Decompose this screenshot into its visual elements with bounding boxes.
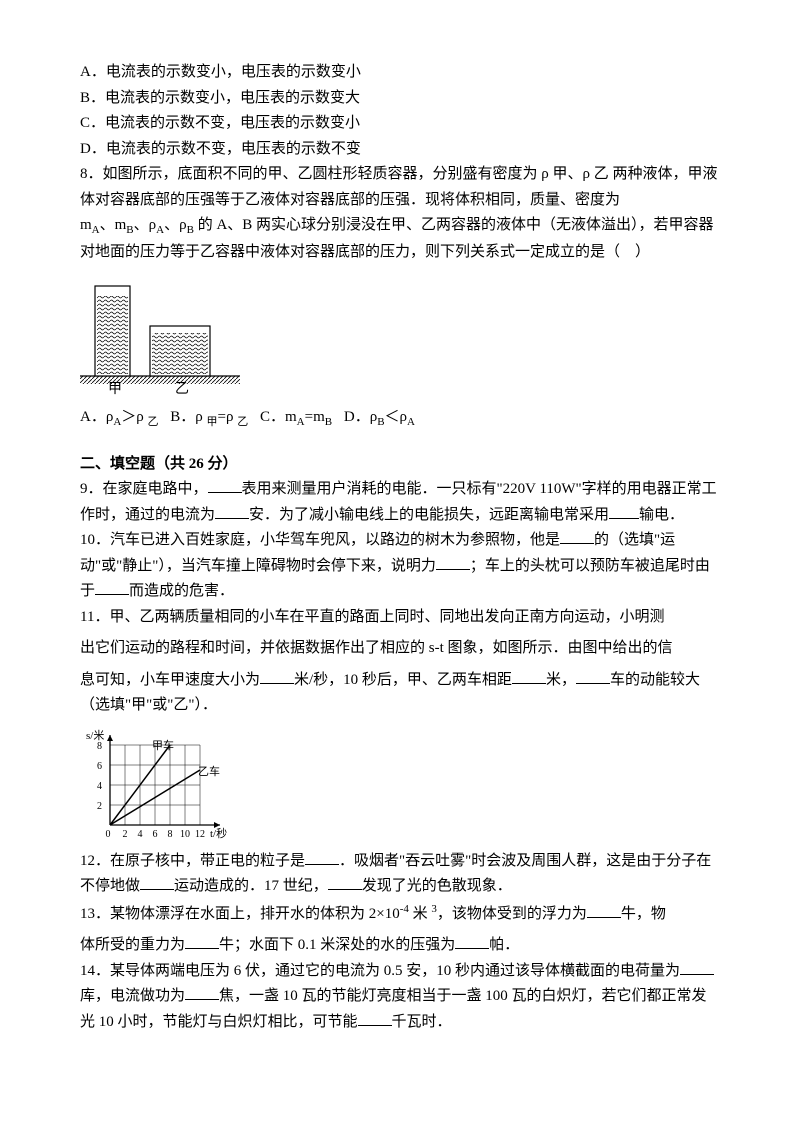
q8-opt-d: D．ρB＜ρA <box>344 405 415 432</box>
q7-option-b: B．电流表的示数变小，电压表的示数变大 <box>80 86 720 112</box>
section-2-title: 二、填空题（共 26 分） <box>80 452 720 478</box>
q8-sub-b: B <box>126 224 133 236</box>
q11-p3: 息可知，小车甲速度大小为米/秒，10 秒后，甲、乙两车相距米，车的动能较大（选填… <box>80 668 720 719</box>
q14-blank-3[interactable] <box>358 1010 392 1026</box>
x-axis-label: t/秒 <box>210 826 227 840</box>
q11-p1: 11．甲、乙两辆质量相同的小车在平直的路面上同时、同地出发向正南方向运动，小明测 <box>80 605 720 631</box>
q8-opt-b: B．ρ 甲=ρ 乙 <box>170 405 248 432</box>
svg-text:4: 4 <box>138 829 143 840</box>
q8-label-yi: 乙 <box>175 381 189 397</box>
q14-blank-1[interactable] <box>680 959 714 975</box>
q8-options: A．ρA＞ρ 乙 B．ρ 甲=ρ 乙 C．mA=mB D．ρB＜ρA <box>80 405 720 432</box>
q8-stem-2: mA、mB、ρA、ρB 的 A、B 两实心球分别浸没在甲、乙两容器的液体中（无液… <box>80 213 720 265</box>
q11-blank-2[interactable] <box>512 668 546 684</box>
q8-stem-2a: m <box>80 217 92 233</box>
q10: 10．汽车已进入百姓家庭，小华驾车兜风，以路边的树木为参照物，他是的（选填"运动… <box>80 528 720 605</box>
y-axis-label: s/米 <box>86 729 104 742</box>
q14-blank-2[interactable] <box>185 984 219 1000</box>
svg-text:12: 12 <box>195 829 205 840</box>
q8-t1: 、m <box>100 217 127 233</box>
q7-option-a: A．电流表的示数变小，电压表的示数变小 <box>80 60 720 86</box>
q8-sub-rb: B <box>187 224 194 236</box>
q13b: 体所受的重力为牛；水面下 0.1 米深处的水的压强为帕． <box>80 933 720 959</box>
q8-opt-a: A．ρA＞ρ 乙 <box>80 405 159 432</box>
q11-figure: 2 4 6 8 2 4 6 8 10 12 0 s/米 t/秒 甲车 乙车 <box>80 725 720 845</box>
label-yi: 乙车 <box>198 764 220 778</box>
q8-label-jia: 甲 <box>108 382 122 397</box>
q8-sub-ra: A <box>156 224 164 236</box>
q12-blank-2[interactable] <box>140 874 174 890</box>
q14: 14．某导体两端电压为 6 伏，通过它的电流为 0.5 安，10 秒内通过该导体… <box>80 959 720 1036</box>
q9-blank-1[interactable] <box>208 477 242 493</box>
label-jia: 甲车 <box>152 738 174 752</box>
q12: 12．在原子核中，带正电的粒子是．吸烟者"吞云吐雾"时会波及周围人群，这是由于分… <box>80 849 720 900</box>
q10-blank-3[interactable] <box>95 579 129 595</box>
q7-option-d: D．电流表的示数不变，电压表的示数不变 <box>80 137 720 163</box>
svg-text:8: 8 <box>168 829 173 840</box>
q12-blank-1[interactable] <box>305 849 339 865</box>
ytick-6: 6 <box>97 761 102 772</box>
q8-t3: 、ρ <box>164 217 187 233</box>
q13-blank-3[interactable] <box>455 933 489 949</box>
q8-stem-1: 8．如图所示，底面积不同的甲、乙圆柱形轻质容器，分别盛有密度为 ρ 甲、ρ 乙 … <box>80 162 720 213</box>
q11-blank-3[interactable] <box>576 668 610 684</box>
q9-blank-2[interactable] <box>215 503 249 519</box>
q10-blank-1[interactable] <box>560 528 594 544</box>
q9: 9．在家庭电路中，表用来测量用户消耗的电能．一只标有"220V 110W"字样的… <box>80 477 720 528</box>
q8-opt-c: C．mA=mB <box>260 405 332 432</box>
q8-t2: 、ρ <box>134 217 157 233</box>
q13: 13．某物体漂浮在水面上，排开水的体积为 2×10-4 米 3，该物体受到的浮力… <box>80 900 720 928</box>
ytick-4: 4 <box>97 781 102 792</box>
svg-text:0: 0 <box>106 829 111 840</box>
q13-blank-2[interactable] <box>185 933 219 949</box>
q11-blank-1[interactable] <box>260 668 294 684</box>
svg-text:2: 2 <box>123 829 128 840</box>
q11-p2: 出它们运动的路程和时间，并依据数据作出了相应的 s-t 图象，如图所示．由图中给… <box>80 636 720 662</box>
q9-blank-3[interactable] <box>609 503 639 519</box>
q8-sub-a: A <box>92 224 100 236</box>
ytick-8: 8 <box>97 741 102 752</box>
q13-blank-1[interactable] <box>587 902 621 918</box>
q12-blank-3[interactable] <box>328 874 362 890</box>
q10-blank-2[interactable] <box>436 554 470 570</box>
q7-option-c: C．电流表的示数不变，电压表的示数变小 <box>80 111 720 137</box>
q8-figure: 甲 乙 <box>80 271 720 401</box>
svg-text:6: 6 <box>153 829 158 840</box>
svg-text:10: 10 <box>180 829 190 840</box>
ytick-2: 2 <box>97 801 102 812</box>
